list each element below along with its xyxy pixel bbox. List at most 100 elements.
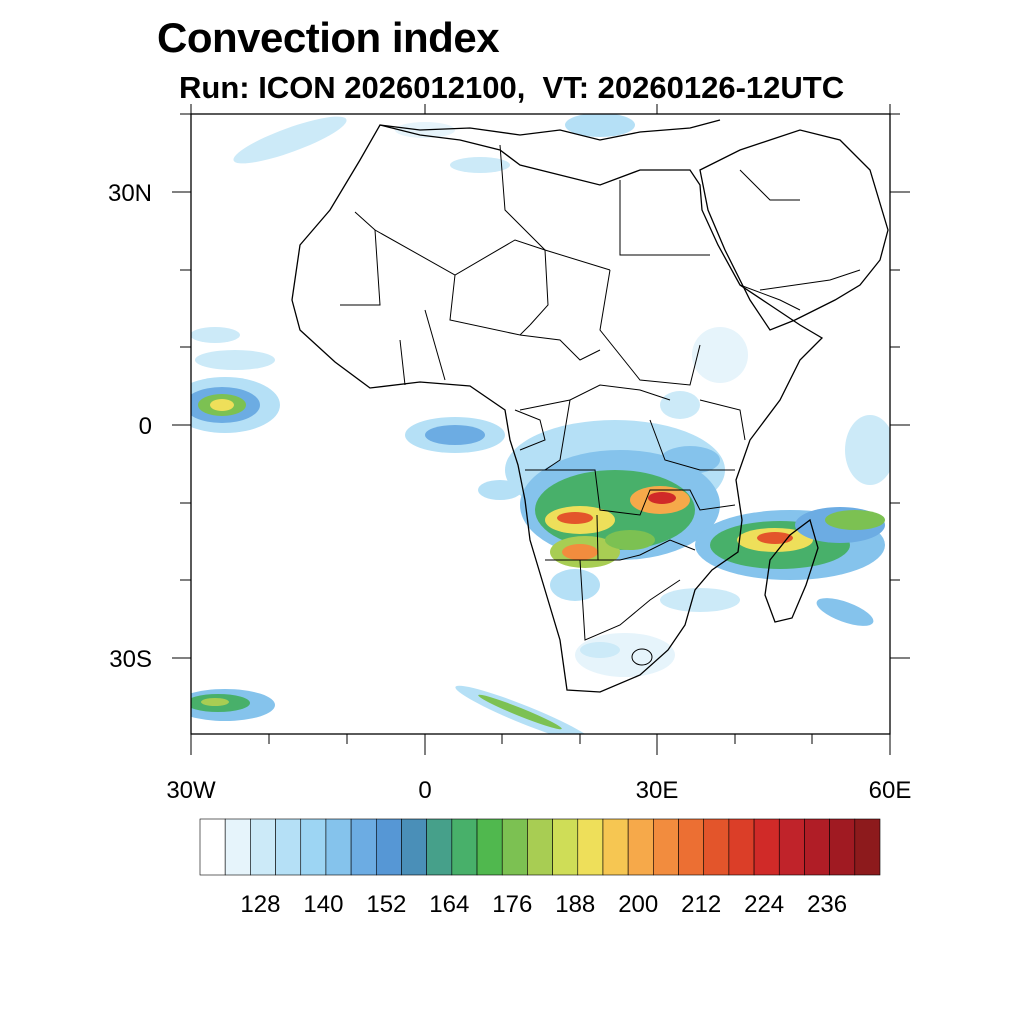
field-patch (550, 569, 600, 601)
lon-label-0: 0 (418, 777, 431, 804)
field-patch (845, 415, 890, 485)
field-patch (757, 532, 793, 544)
colorbar-box (199, 818, 226, 876)
colorbar-label: 200 (618, 891, 658, 918)
map-frame (190, 113, 891, 735)
field-patch (191, 327, 240, 343)
mediterranean-coast (379, 119, 721, 141)
colorbar-box (577, 818, 604, 876)
field-patch (450, 157, 510, 173)
colorbar-box (325, 818, 352, 876)
colorbar-box (829, 818, 856, 876)
field-patch (478, 694, 562, 730)
colorbar-box (501, 818, 528, 876)
border-line (519, 384, 671, 411)
colorbar-label: 176 (492, 891, 532, 918)
field-patch (580, 642, 620, 658)
field-patch (233, 116, 347, 164)
colorbar-box (476, 818, 503, 876)
border-line (449, 274, 531, 336)
field-patch (210, 399, 234, 411)
lon-label-30e: 30E (636, 777, 679, 804)
colorbar-box (778, 818, 805, 876)
field-patch (825, 510, 885, 530)
border-line (596, 514, 599, 561)
field-patch (562, 544, 598, 560)
colorbar-box (753, 818, 780, 876)
field-patch (478, 480, 522, 500)
field-patch (692, 327, 748, 383)
colorbar-label: 128 (240, 891, 280, 918)
field-patch (557, 512, 593, 524)
colorbar-box (401, 818, 427, 876)
colorbar-box (527, 818, 553, 876)
colorbar-box (250, 818, 276, 876)
lat-labels: 30N 0 30S (108, 180, 152, 673)
border-line (649, 419, 735, 471)
lat-label-30s: 30S (109, 646, 152, 673)
convection-field (191, 114, 890, 734)
border-line (739, 284, 801, 311)
colorbar-box (602, 818, 629, 876)
field-patch (660, 588, 740, 612)
colorbar-box (300, 818, 327, 876)
colorbar-box (703, 818, 730, 876)
border-line (519, 334, 601, 361)
border-line (340, 211, 381, 306)
colorbar-box (224, 818, 251, 876)
colorbar-box (451, 818, 478, 876)
colorbar-box (854, 818, 881, 876)
border-line (525, 469, 736, 516)
border-line (399, 339, 406, 386)
lon-ticks (190, 104, 891, 755)
colorbar-box (552, 818, 579, 876)
lat-ticks (172, 113, 910, 659)
madagascar-coast (764, 518, 819, 623)
colorbar-box (728, 818, 755, 876)
africa-coast (291, 124, 824, 693)
border-line (499, 144, 549, 326)
colorbar-box (804, 818, 830, 876)
colorbar-label: 236 (807, 891, 847, 918)
colorbar-box (678, 818, 705, 876)
colorbar-label: 152 (366, 891, 406, 918)
lon-labels: 30W 0 30E 60E (166, 777, 911, 804)
field-patch (660, 391, 700, 419)
arabia-coast (699, 129, 889, 331)
lat-label-30n: 30N (108, 180, 152, 207)
field-patch (565, 114, 635, 137)
field-patch (425, 425, 485, 445)
border-line (631, 648, 653, 666)
field-patch (660, 446, 720, 474)
border-line (579, 559, 681, 641)
colorbar-box (653, 818, 679, 876)
colorbar-label: 164 (429, 891, 469, 918)
lat-label-0: 0 (139, 413, 152, 440)
colorbar-box (426, 818, 453, 876)
lon-label-30w: 30W (166, 777, 216, 804)
border-line (599, 269, 701, 386)
colorbar-label: 188 (555, 891, 595, 918)
colorbar-box (275, 818, 302, 876)
map-subtitle: Run: ICON 2026012100, VT: 20260126-12UTC (179, 70, 845, 105)
border-line (374, 229, 611, 276)
borders (340, 144, 861, 666)
colorbar (199, 818, 881, 876)
field-patch (816, 598, 874, 626)
colorbar-label: 212 (681, 891, 721, 918)
lon-label-60e: 60E (869, 777, 912, 804)
colorbar-labels: 128 140 152 164 176 188 200 212 224 236 (240, 891, 847, 918)
field-patch (605, 530, 655, 550)
border-line (424, 309, 446, 381)
field-patch (648, 492, 676, 504)
colorbar-box (350, 818, 377, 876)
map-title: Convection index (157, 14, 500, 61)
border-line (699, 399, 746, 441)
colorbar-label: 140 (303, 891, 343, 918)
colorbar-label: 224 (744, 891, 784, 918)
border-line (545, 539, 696, 561)
field-patch (195, 350, 275, 370)
border-line (619, 180, 710, 256)
coastlines (291, 119, 889, 693)
